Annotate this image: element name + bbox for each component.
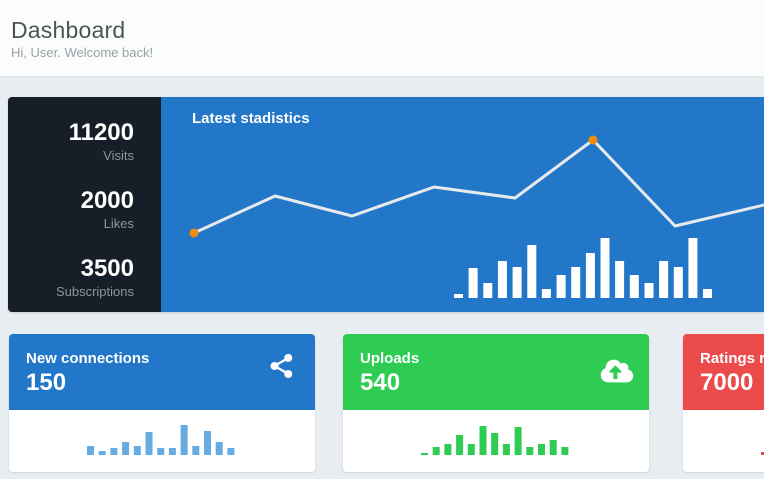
stat-subscriptions-value: 3500 [80,255,134,282]
stat-visits-value: 11200 [68,119,134,146]
new-connections-card: New connections 150 [9,334,315,472]
page-header: Dashboard Hi, User. Welcome back! [0,0,764,77]
statistics-line-chart [161,97,764,312]
ratings-card-header: Ratings received 7000 [683,334,764,410]
uploads-card: Uploads 540 [343,334,649,472]
statistics-panel-title: Latest stadistics [192,110,310,127]
new-connections-card-header: New connections 150 [9,334,315,410]
share-icon[interactable] [268,353,295,380]
stat-likes-value: 2000 [80,187,134,214]
uploads-card-header: Uploads 540 [343,334,649,410]
uploads-value: 540 [360,369,401,396]
ratings-label: Ratings received [700,350,764,367]
new-connections-mini-chart [9,410,315,472]
ratings-value: 7000 [700,369,754,396]
stat-subscriptions: 3500 Subscriptions [8,257,134,301]
ratings-card: Ratings received 7000 [683,334,764,472]
new-connections-card-body [9,410,315,472]
stat-likes: 2000 Likes [8,189,134,233]
cloud-upload-icon[interactable] [600,358,634,384]
uploads-card-body [343,410,649,472]
new-connections-value: 150 [26,369,67,396]
uploads-mini-chart [343,410,649,472]
stat-subscriptions-label: Subscriptions [55,284,134,299]
uploads-label: Uploads [360,350,420,367]
statistics-panel: Latest stadistics [161,97,764,312]
new-connections-label: New connections [26,350,150,367]
stat-likes-label: Likes [103,216,134,231]
page-subtitle: Hi, User. Welcome back! [11,45,154,60]
stat-visits-label: Visits [103,148,134,163]
statistics-bar-chart [161,97,764,312]
stats-panel: 11200 Visits 2000 Likes 3500 Subscriptio… [8,97,161,312]
ratings-card-body [683,410,764,472]
stat-visits: 11200 Visits [8,121,134,165]
ratings-mini-chart [683,410,764,472]
page-title: Dashboard [11,17,126,43]
